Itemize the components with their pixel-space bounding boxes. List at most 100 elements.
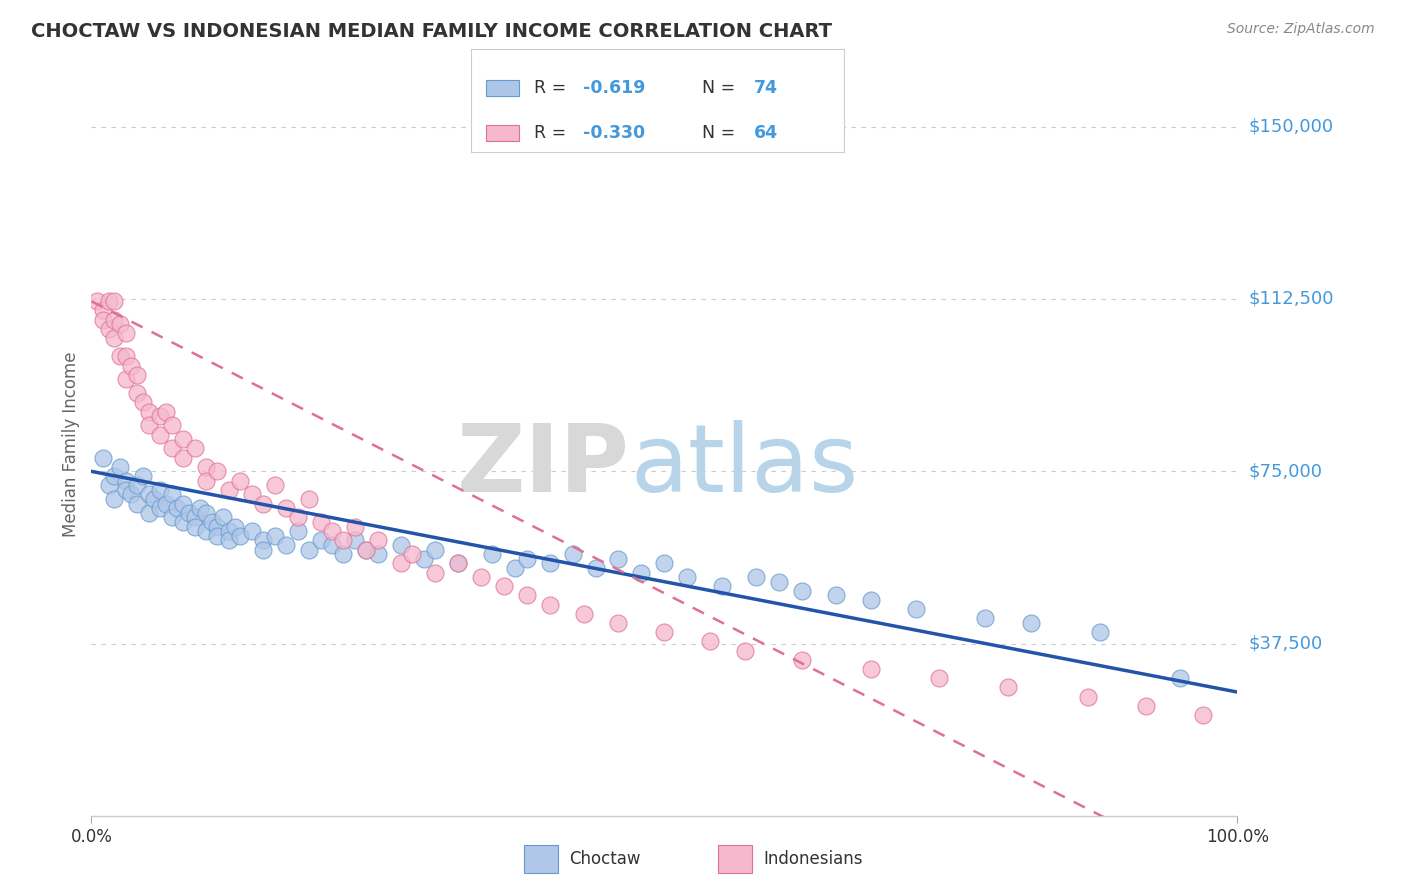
Point [745, 570, 768, 584]
Text: Indonesians: Indonesians [763, 849, 863, 868]
Point [1135, 698, 1157, 713]
Point [201, 515, 224, 529]
Point [114, 372, 136, 386]
Point [997, 681, 1019, 695]
Point [298, 542, 321, 557]
Point [149, 409, 172, 424]
Point [1192, 708, 1215, 723]
Bar [524, 845, 558, 872]
Point [108, 459, 131, 474]
Point [825, 589, 848, 603]
Point [229, 529, 252, 543]
Point [447, 557, 470, 571]
Point [252, 497, 274, 511]
Point [240, 487, 263, 501]
Point [91, 303, 114, 318]
Point [207, 464, 229, 478]
Point [630, 566, 652, 580]
Text: $75,000: $75,000 [1249, 462, 1323, 481]
Point [218, 533, 240, 548]
Point [114, 350, 136, 364]
Point [470, 570, 492, 584]
Point [127, 497, 149, 511]
Point [561, 547, 583, 561]
Bar [486, 126, 519, 141]
Point [1168, 671, 1191, 685]
Point [905, 602, 928, 616]
Point [367, 533, 389, 548]
Point [790, 653, 813, 667]
Point [859, 662, 882, 676]
Point [652, 557, 675, 571]
Point [149, 501, 172, 516]
Point [492, 579, 515, 593]
Point [309, 533, 332, 548]
Point [172, 432, 194, 446]
Point [356, 542, 378, 557]
Text: Choctaw: Choctaw [569, 849, 641, 868]
Point [172, 450, 194, 465]
Point [252, 542, 274, 557]
Point [155, 404, 177, 418]
Point [160, 510, 183, 524]
Point [516, 551, 538, 566]
Y-axis label: Median Family Income: Median Family Income [62, 351, 80, 536]
Point [103, 469, 125, 483]
Point [212, 510, 235, 524]
Point [734, 643, 756, 657]
Point [263, 478, 285, 492]
Point [188, 501, 211, 516]
Point [240, 524, 263, 538]
Point [516, 589, 538, 603]
Point [768, 574, 790, 589]
Point [321, 524, 343, 538]
Point [91, 450, 114, 465]
Point [194, 474, 217, 488]
Point [138, 418, 160, 433]
Point [287, 524, 309, 538]
Point [132, 395, 155, 409]
Point [127, 368, 149, 382]
Point [132, 469, 155, 483]
Point [183, 519, 205, 533]
Point [114, 474, 136, 488]
Point [177, 506, 200, 520]
Point [974, 611, 997, 625]
Point [699, 634, 721, 648]
Point [229, 474, 252, 488]
Point [412, 551, 434, 566]
Text: 64: 64 [754, 124, 779, 142]
Point [103, 491, 125, 506]
Point [224, 519, 246, 533]
Text: CHOCTAW VS INDONESIAN MEDIAN FAMILY INCOME CORRELATION CHART: CHOCTAW VS INDONESIAN MEDIAN FAMILY INCO… [31, 22, 832, 41]
Point [172, 497, 194, 511]
Point [356, 542, 378, 557]
Point [676, 570, 699, 584]
Point [607, 616, 630, 631]
Bar [486, 80, 519, 95]
Point [155, 497, 177, 511]
Text: -0.619: -0.619 [583, 79, 645, 97]
Point [172, 515, 194, 529]
Point [790, 583, 813, 598]
Point [1019, 616, 1042, 631]
Point [343, 533, 366, 548]
Point [143, 491, 166, 506]
Text: atlas: atlas [630, 420, 858, 512]
Point [138, 404, 160, 418]
Point [287, 510, 309, 524]
Point [263, 529, 285, 543]
Point [114, 326, 136, 341]
Point [160, 442, 183, 456]
Point [218, 483, 240, 497]
Point [207, 519, 229, 533]
Point [97, 322, 120, 336]
Point [103, 331, 125, 345]
Point [309, 515, 332, 529]
Point [149, 483, 172, 497]
Point [276, 501, 298, 516]
Text: -0.330: -0.330 [583, 124, 645, 142]
Text: Source: ZipAtlas.com: Source: ZipAtlas.com [1227, 22, 1375, 37]
Point [138, 487, 160, 501]
Point [401, 547, 423, 561]
